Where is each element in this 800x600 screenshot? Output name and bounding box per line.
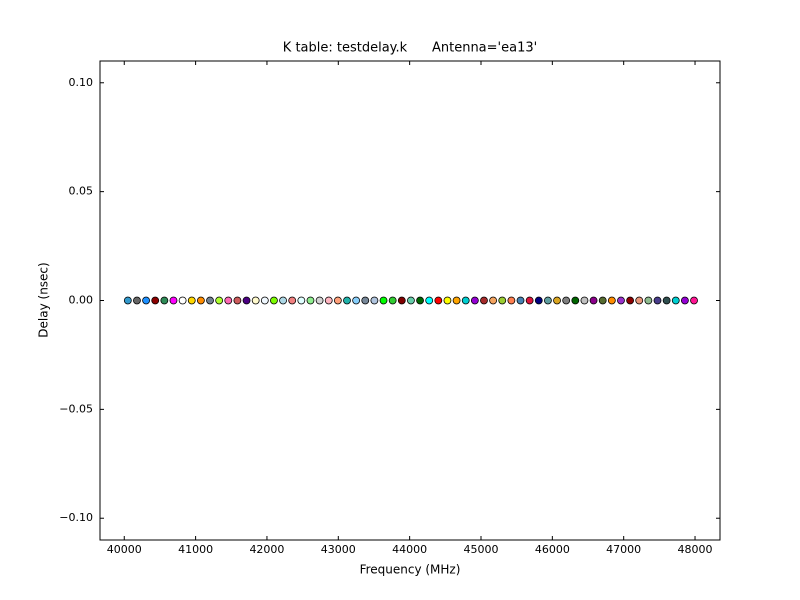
data-point [123,296,132,305]
data-point [352,296,361,305]
data-point [133,296,141,305]
data-point [306,296,315,305]
data-point [443,296,452,305]
data-point [507,296,516,305]
x-tick-label: 48000 [678,543,713,556]
data-point [470,296,479,305]
y-tick-label: 0.00 [69,294,94,307]
x-tick-label: 41000 [178,543,213,556]
x-tick-label: 45000 [463,543,498,556]
data-point [671,296,680,305]
data-point [680,296,689,305]
data-point [233,296,242,305]
data-point [589,296,598,305]
x-axis-label: Frequency (MHz) [360,563,461,577]
data-point [370,296,379,305]
data-point [196,296,205,305]
data-point [324,296,333,305]
data-point [580,296,589,305]
data-point [178,296,187,305]
data-point [626,296,635,305]
data-point [598,296,607,305]
data-point [361,296,370,305]
data-point [653,296,662,305]
data-point [617,296,625,305]
data-point [452,296,461,305]
data-point [607,296,616,305]
x-tick-label: 44000 [392,543,427,556]
data-point [260,296,269,305]
data-point [498,296,507,305]
data-point [379,296,388,305]
data-point [635,296,644,305]
x-tick-label: 40000 [107,543,142,556]
data-point [489,296,498,305]
data-point [242,296,251,305]
data-point [571,296,580,305]
data-point [215,296,224,305]
data-point [480,296,488,305]
y-axis-label: Delay (nsec) [37,262,51,337]
data-point [270,296,278,305]
data-point [169,296,178,305]
data-point [251,296,260,305]
data-point [434,296,443,305]
data-point [562,296,571,305]
data-point [279,296,287,305]
data-point [224,296,233,305]
data-point [187,296,196,305]
x-tick-label: 43000 [321,543,356,556]
data-point [388,296,397,305]
chart-title: K table: testdelay.k Antenna='ea13' [283,41,537,56]
data-point [690,296,698,305]
data-point [288,296,297,305]
x-tick-label: 42000 [249,543,284,556]
y-tick-label: −0.05 [59,402,93,415]
data-point [516,296,525,305]
y-tick-label: 0.05 [69,185,94,198]
data-point [544,296,552,305]
data-point [160,296,169,305]
data-point [662,296,671,305]
data-point [397,296,406,305]
data-point [553,296,561,305]
data-point [416,296,424,305]
data-point [142,296,150,305]
y-tick-label: 0.10 [69,76,94,89]
data-point [151,296,160,305]
data-point [297,296,306,305]
data-point [644,296,653,305]
data-point [461,296,470,305]
x-tick-label: 47000 [606,543,641,556]
data-point [343,296,351,305]
data-point [206,296,214,305]
data-point [333,296,342,305]
data-point [407,296,415,305]
x-tick-label: 46000 [535,543,570,556]
y-tick-label: −0.10 [59,511,93,524]
data-point [525,296,534,305]
data-point [425,296,434,305]
data-point [534,296,543,305]
data-point [315,296,324,305]
